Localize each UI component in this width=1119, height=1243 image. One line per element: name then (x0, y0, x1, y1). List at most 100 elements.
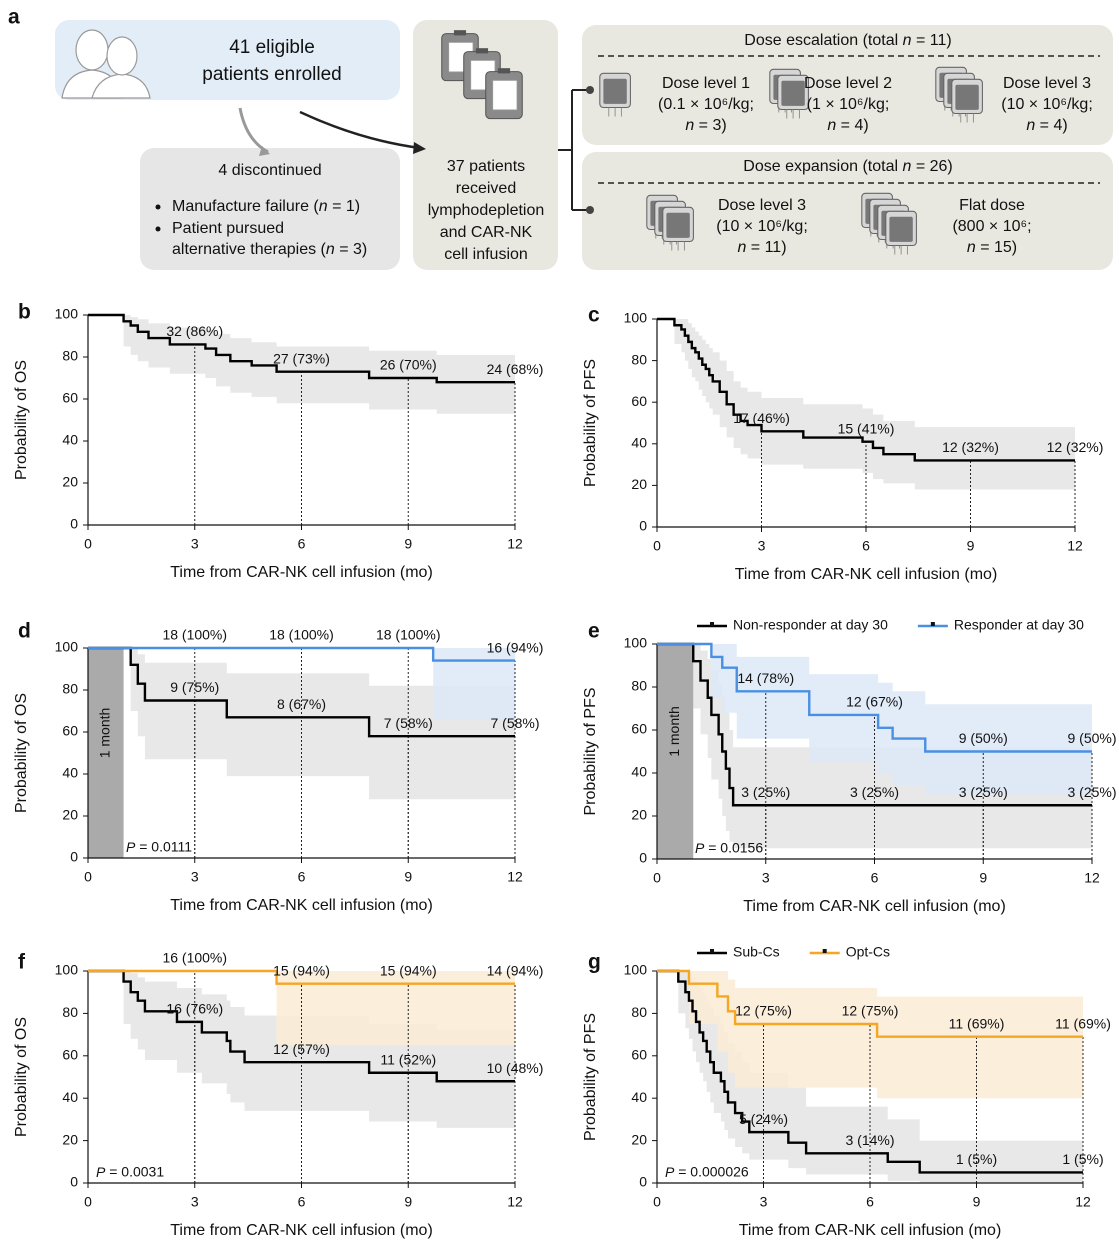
dose-arm: (800 × 10⁶; (952, 218, 1031, 235)
x-tick-label: 3 (191, 1194, 199, 1210)
discontinued-item: Manufacture failure (n = 1) (172, 198, 360, 215)
expansion-title: Dose expansion (total n = 26) (743, 158, 952, 175)
y-tick-label: 0 (639, 850, 647, 866)
y-tick-label: 100 (624, 310, 648, 326)
legend-label: Non-responder at day 30 (733, 617, 888, 633)
y-axis-label: Probability of OS (13, 360, 30, 480)
treated-text: received (456, 180, 516, 197)
arrow (300, 112, 420, 148)
annotation-label: 12 (32%) (942, 439, 999, 455)
y-tick-label: 0 (639, 518, 647, 534)
annotation-label: 10 (48%) (487, 1060, 544, 1076)
annotation-label: 15 (94%) (380, 962, 437, 978)
x-tick-label: 12 (507, 536, 523, 552)
y-axis-label: Probability of OS (13, 1017, 30, 1137)
annotation-label: 7 (58%) (384, 715, 433, 731)
x-tick-label: 6 (871, 870, 879, 886)
annotation-label: 26 (70%) (380, 357, 437, 373)
p-value: P = 0.0111 (126, 839, 192, 855)
bag-icon (486, 68, 523, 118)
x-axis-label: Time from CAR-NK cell infusion (mo) (170, 1222, 433, 1239)
y-tick-label: 20 (631, 476, 647, 492)
page: a41 eligiblepatients enrolled4 discontin… (0, 0, 1119, 1243)
x-tick-label: 0 (653, 870, 661, 886)
panel-letter: f (18, 951, 26, 974)
bullet (156, 205, 161, 210)
y-tick-label: 60 (62, 390, 78, 406)
y-tick-label: 60 (631, 393, 647, 409)
legend-label: Sub-Cs (733, 944, 780, 960)
annotation-label: 12 (67%) (846, 694, 903, 710)
x-tick-label: 3 (191, 536, 199, 552)
x-tick-label: 9 (404, 536, 412, 552)
x-axis-label: Time from CAR-NK cell infusion (mo) (735, 566, 998, 583)
dose-arm: Dose level 1 (662, 75, 750, 92)
y-tick-label: 0 (70, 516, 78, 532)
x-tick-label: 6 (298, 869, 306, 885)
bullet (156, 227, 161, 232)
annotation-label: 18 (100%) (376, 627, 441, 643)
y-tick-label: 60 (62, 1047, 78, 1063)
dose-arm: n = 4) (827, 117, 868, 134)
escalation-title: Dose escalation (total n = 11) (744, 32, 951, 49)
annotation-label: 18 (100%) (269, 627, 334, 643)
x-tick-label: 9 (404, 1194, 412, 1210)
annotation-label: 11 (69%) (949, 1015, 1005, 1031)
y-tick-label: 20 (62, 1131, 78, 1147)
annotation-label: 14 (94%) (487, 962, 544, 978)
annotation-label: 12 (75%) (842, 1003, 899, 1019)
x-tick-label: 3 (760, 1194, 768, 1210)
x-tick-label: 6 (866, 1194, 874, 1210)
enrolled-text: 41 eligible (229, 37, 315, 58)
y-tick-label: 60 (631, 1047, 647, 1063)
y-axis-label: Probability of PFS (582, 359, 599, 487)
annotation-label: 9 (75%) (170, 679, 219, 695)
annotation-label: 18 (100%) (162, 627, 227, 643)
p-value: P = 0.000026 (665, 1164, 749, 1180)
legend-swatch (710, 949, 714, 953)
annotation-label: 32 (86%) (166, 323, 223, 339)
x-tick-label: 12 (1084, 870, 1100, 886)
annotation-label: 17 (46%) (733, 410, 790, 426)
panel-letter: g (588, 951, 601, 974)
dose-arm: (1 × 10⁶/kg; (807, 96, 890, 113)
annotation-label: 8 (67%) (277, 696, 326, 712)
y-tick-label: 0 (70, 849, 78, 865)
y-tick-label: 40 (631, 435, 647, 451)
annotation-label: 9 (50%) (959, 730, 1008, 746)
dose-arm: n = 3) (685, 117, 726, 134)
annotation-label: 11 (69%) (1055, 1015, 1111, 1031)
x-tick-label: 9 (973, 1194, 981, 1210)
annotation-label: 3 (25%) (1067, 784, 1116, 800)
y-tick-label: 80 (631, 678, 647, 694)
y-tick-label: 80 (631, 1004, 647, 1020)
y-axis-label: Probability of PFS (582, 1013, 599, 1141)
y-tick-label: 80 (62, 348, 78, 364)
annotation-label: 3 (25%) (959, 784, 1008, 800)
x-tick-label: 0 (84, 536, 92, 552)
x-tick-label: 12 (1075, 1194, 1091, 1210)
dose-arm: Dose level 3 (718, 197, 806, 214)
x-tick-label: 0 (653, 538, 661, 554)
y-tick-label: 100 (624, 962, 648, 978)
treated-text: 37 patients (447, 158, 525, 175)
legend-swatch (823, 949, 827, 953)
ci-band (657, 319, 1075, 490)
bracket-dot (586, 86, 594, 94)
panel-letter: c (588, 304, 600, 327)
annotation-label: 12 (57%) (273, 1041, 330, 1057)
annotation-label: 3 (25%) (741, 784, 790, 800)
x-tick-label: 3 (758, 538, 766, 554)
y-tick-label: 40 (631, 764, 647, 780)
dose-arm: (0.1 × 10⁶/kg; (658, 96, 754, 113)
arrow (240, 108, 268, 152)
panel-letter: d (18, 620, 31, 643)
x-tick-label: 3 (191, 869, 199, 885)
legend-label: Responder at day 30 (954, 617, 1084, 633)
y-axis-label: Probability of OS (13, 693, 30, 813)
x-tick-label: 12 (1067, 538, 1083, 554)
x-tick-label: 12 (507, 869, 523, 885)
annotation-label: 16 (100%) (162, 950, 227, 966)
x-axis-label: Time from CAR-NK cell infusion (mo) (170, 564, 433, 581)
bracket-dot (586, 206, 594, 214)
